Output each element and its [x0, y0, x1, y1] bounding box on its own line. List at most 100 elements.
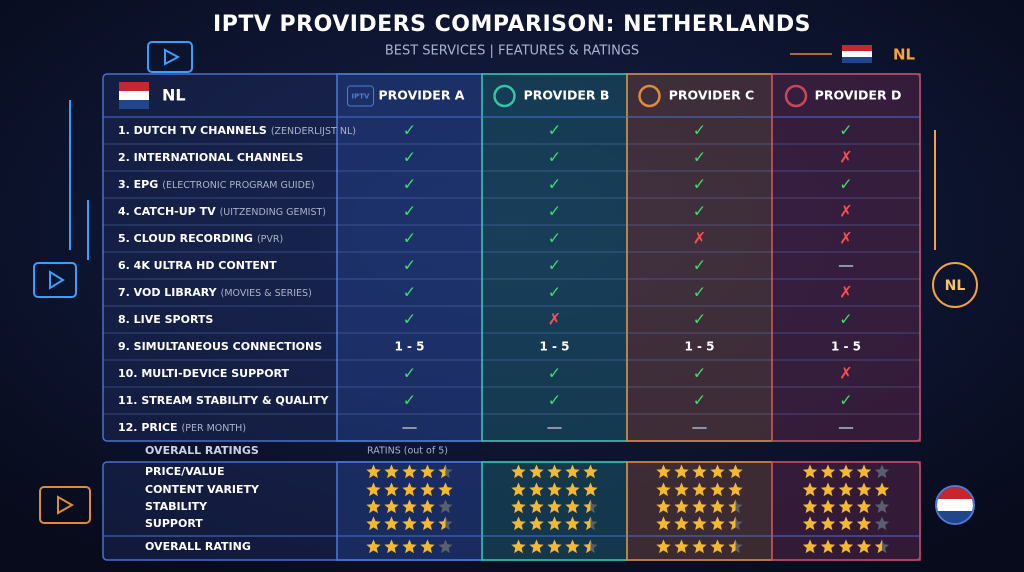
star-fill [366, 499, 381, 514]
subtitle: BEST SERVICES | FEATURES & RATINGS [385, 44, 639, 59]
star-fill [583, 516, 591, 531]
rating-stars [511, 499, 598, 514]
star-fill [874, 539, 882, 554]
star-fill [728, 499, 736, 514]
flag-red [119, 82, 149, 91]
star-fill [402, 499, 417, 514]
star-empty [874, 464, 890, 479]
row-label: 12. PRICE (PER MONTH) [118, 421, 246, 434]
star-fill [565, 482, 580, 497]
provider-column [771, 73, 921, 442]
star-fill [710, 499, 725, 514]
star-fill [692, 482, 707, 497]
row-label-main: 3. EPG [118, 178, 158, 191]
row-label-main: 7. VOD LIBRARY [118, 286, 218, 299]
star-fill [656, 499, 671, 514]
star-fill [384, 516, 399, 531]
star-fill [565, 499, 580, 514]
star-fill [366, 482, 381, 497]
row-label-note: (PVR) [257, 234, 283, 245]
star-fill [384, 482, 399, 497]
provider-name: PROVIDER A [379, 88, 465, 103]
row-label: 1. DUTCH TV CHANNELS (ZENDERLIJST NL) [118, 124, 356, 137]
cell-value: ✓ [693, 391, 706, 410]
row-label-main: 8. LIVE SPORTS [118, 313, 213, 326]
star-fill [438, 482, 453, 497]
rating-stars [366, 539, 453, 554]
cell-value: ✓ [548, 391, 561, 410]
row-label-main: 9. SIMULTANEOUS CONNECTIONS [118, 340, 322, 353]
star-fill [692, 539, 707, 554]
provider-name: PROVIDER D [815, 88, 902, 103]
star-fill [420, 464, 435, 479]
star-fill [384, 499, 399, 514]
cell-value: ✓ [403, 256, 416, 275]
rating-stars [366, 464, 453, 479]
cell-value: ✓ [548, 283, 561, 302]
star-fill [674, 464, 689, 479]
star-fill [856, 499, 872, 514]
row-label: 3. EPG (ELECTRONIC PROGRAM GUIDE) [118, 178, 315, 191]
star-fill [692, 464, 707, 479]
star-fill [583, 464, 598, 479]
star-fill [838, 516, 854, 531]
cell-value: ✗ [839, 364, 852, 383]
star-fill [529, 499, 544, 514]
star-fill [820, 516, 836, 531]
star-empty [874, 516, 890, 531]
star-fill [710, 482, 725, 497]
cell-value: ✗ [548, 310, 561, 329]
cell-value: 1 - 5 [394, 340, 424, 354]
cell-value: — [838, 418, 854, 437]
star-fill [402, 464, 417, 479]
star-fill [565, 516, 580, 531]
cell-value: ✓ [693, 256, 706, 275]
cell-value: ✓ [403, 202, 416, 221]
top-badge: NL [893, 46, 916, 64]
star-fill [820, 539, 836, 554]
cell-value: — [547, 418, 563, 437]
star-fill [402, 516, 417, 531]
star-empty [874, 499, 890, 514]
star-fill [529, 464, 544, 479]
cell-value: ✗ [839, 229, 852, 248]
cell-value: ✓ [548, 256, 561, 275]
star-fill [583, 539, 591, 554]
star-fill [529, 482, 544, 497]
star-empty [438, 539, 453, 554]
rating-stars [511, 516, 598, 531]
cell-value: ✓ [548, 229, 561, 248]
star-fill [674, 516, 689, 531]
cell-value: ✓ [403, 148, 416, 167]
star-fill [511, 464, 526, 479]
star-fill [583, 482, 598, 497]
rating-stars [511, 464, 598, 479]
row-label-main: 6. 4K ULTRA HD CONTENT [118, 259, 277, 272]
star-fill [820, 464, 836, 479]
rating-stars [511, 539, 598, 554]
star-fill [674, 499, 689, 514]
star-fill [856, 539, 872, 554]
star-fill [366, 539, 381, 554]
star-fill [438, 516, 446, 531]
rating-stars [366, 482, 453, 497]
rating-label: OVERALL RATING [145, 540, 251, 553]
star-fill [583, 499, 591, 514]
star-fill [838, 499, 854, 514]
star-fill [802, 539, 818, 554]
cell-value: ✓ [403, 391, 416, 410]
row-label-note: (MOVIES & SERIES) [221, 288, 312, 299]
star-fill [420, 499, 435, 514]
provider-name: PROVIDER C [669, 88, 754, 103]
side-decor [33, 41, 978, 524]
star-fill [656, 464, 671, 479]
rating-stars [802, 482, 890, 497]
cell-value: ✓ [693, 148, 706, 167]
cell-value: ✓ [693, 202, 706, 221]
corner-label: NL [162, 86, 186, 105]
cell-value: ✓ [403, 229, 416, 248]
cell-value: ✓ [693, 310, 706, 329]
row-label-main: 11. STREAM STABILITY & QUALITY [118, 394, 329, 407]
